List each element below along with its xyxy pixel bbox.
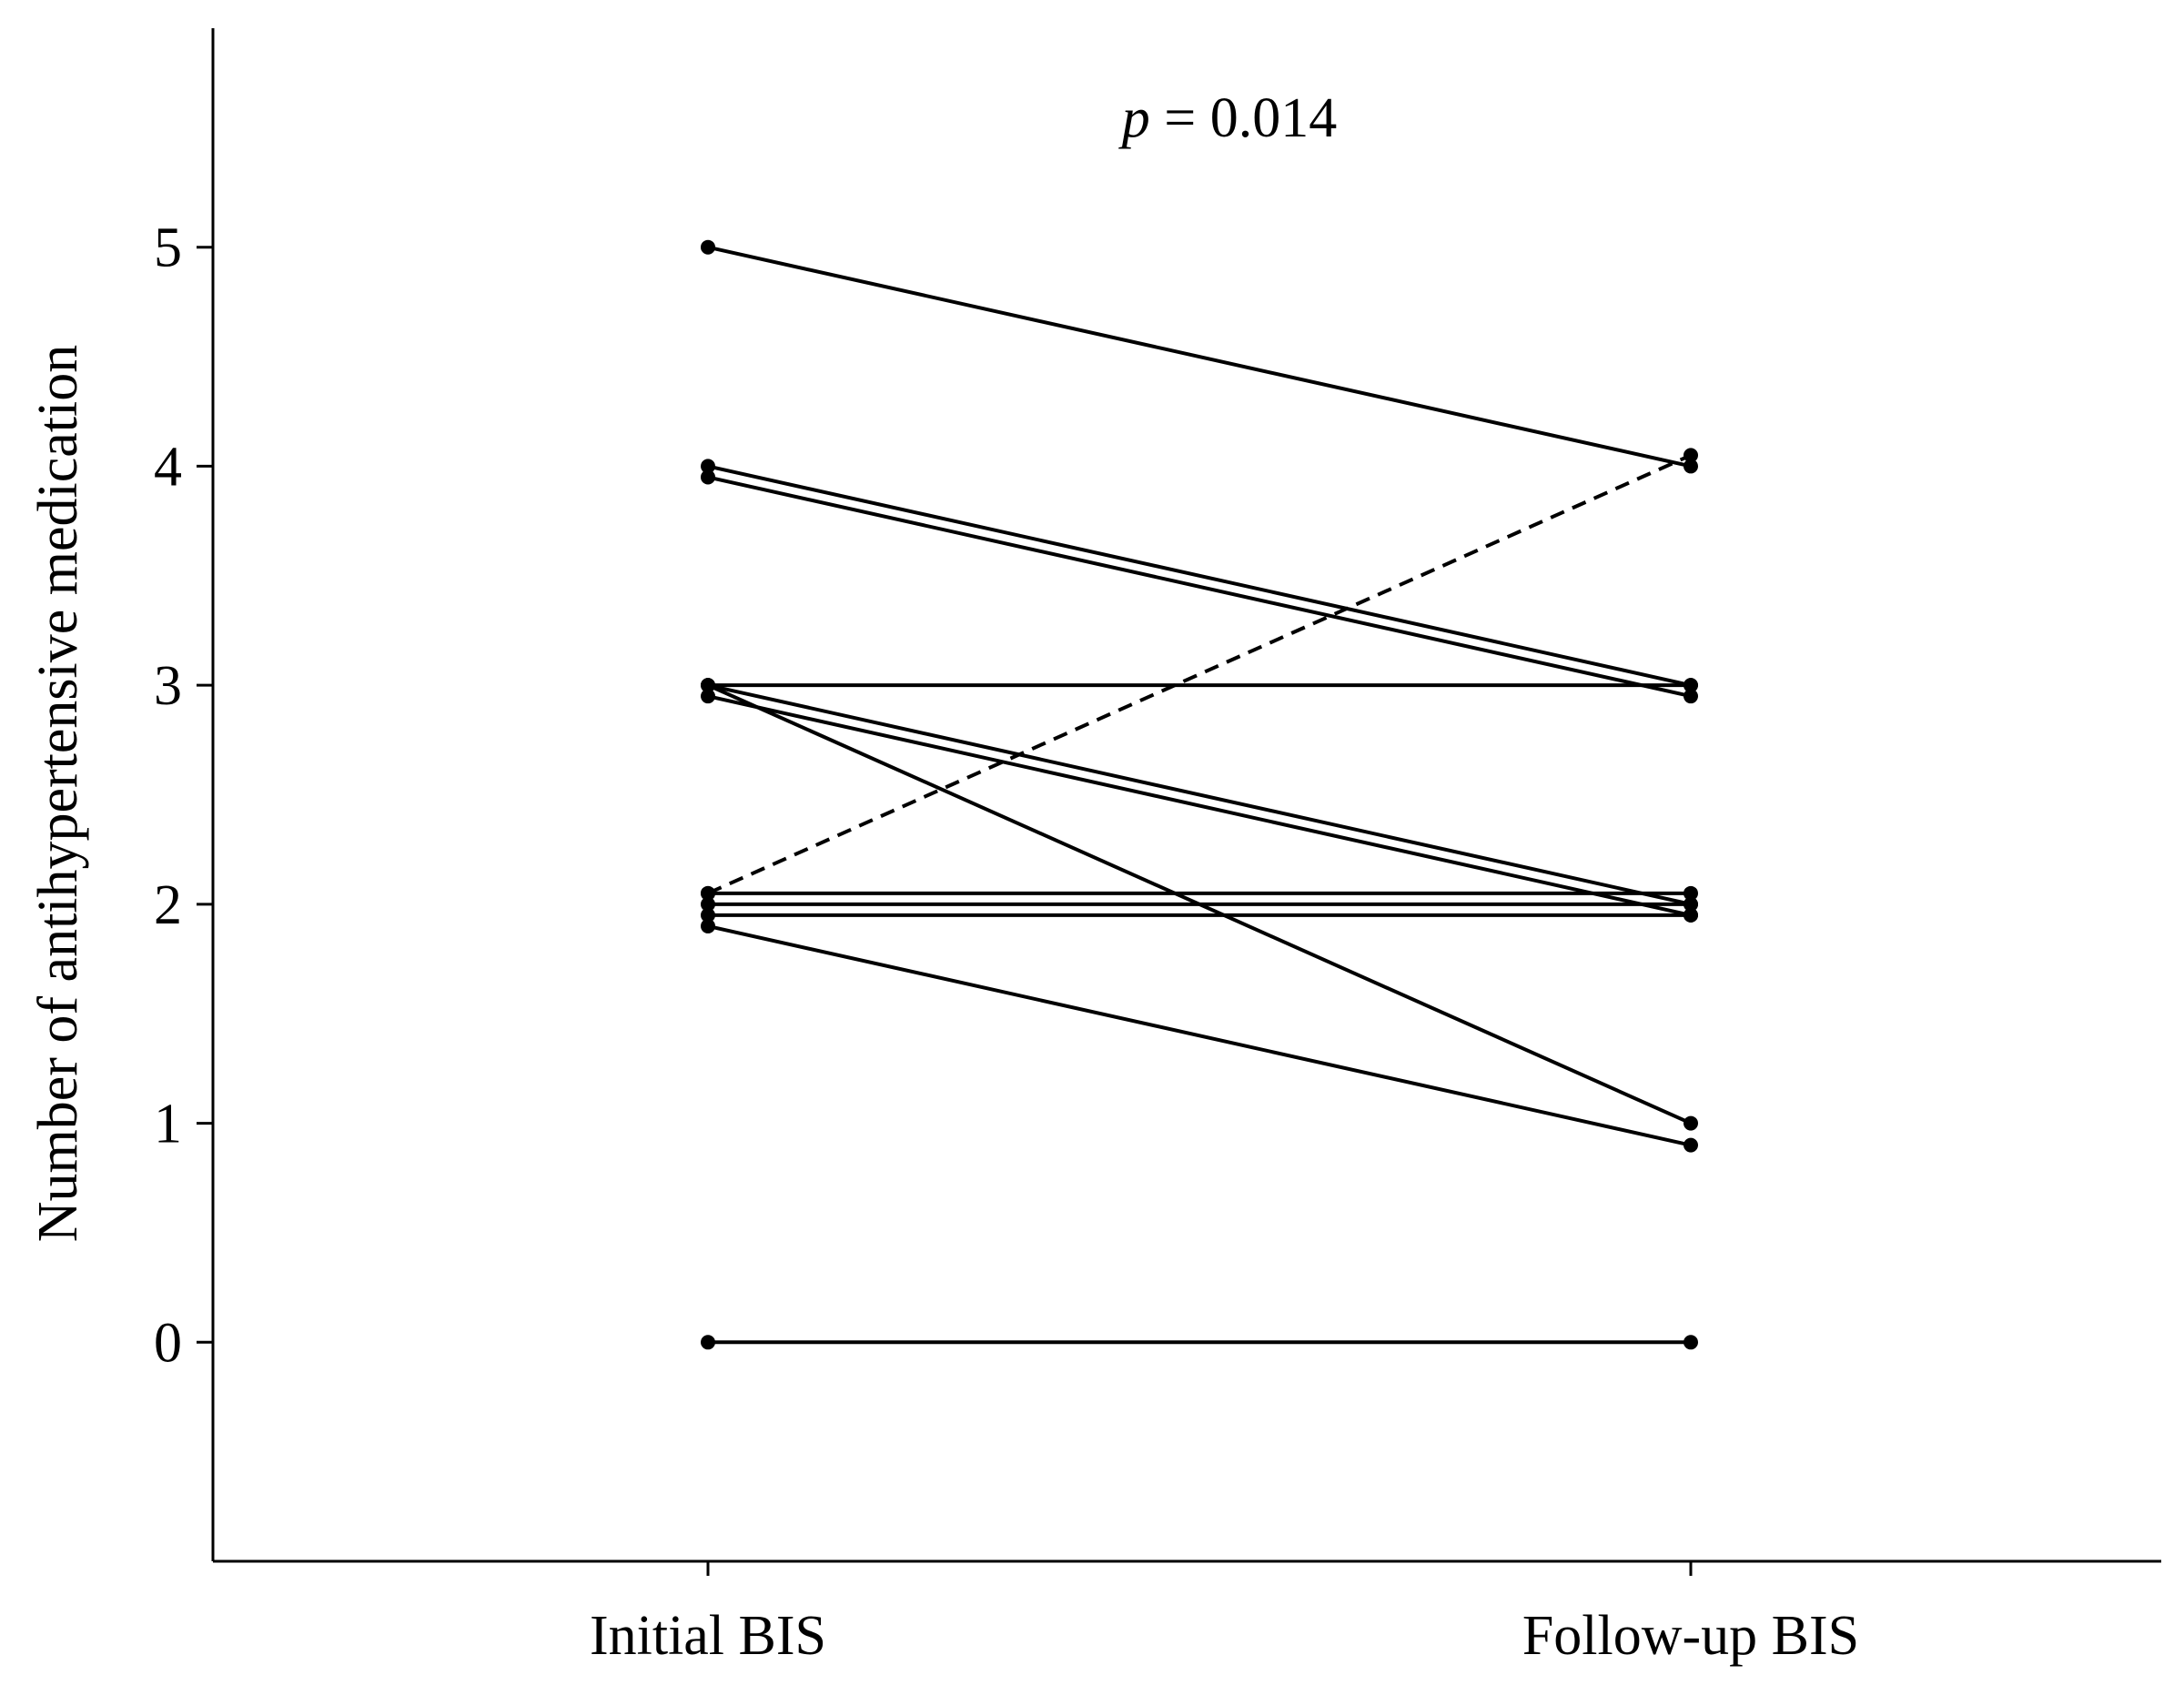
point: [701, 678, 715, 693]
y-tick-label: 0: [154, 1312, 182, 1374]
point: [1684, 689, 1698, 704]
point: [1684, 896, 1698, 912]
annotation-variable: p: [1118, 87, 1150, 149]
series-line: [707, 683, 1692, 906]
point: [701, 918, 715, 933]
annotation: p = 0.014: [1118, 87, 1337, 149]
point: [701, 885, 715, 901]
series-line: [707, 245, 1692, 469]
y-tick-label: 3: [154, 655, 182, 717]
point: [701, 469, 715, 485]
point: [1684, 1335, 1698, 1350]
point: [1684, 459, 1698, 474]
series-line: [707, 464, 1692, 688]
point: [1684, 1115, 1698, 1131]
y-tick-label: 5: [154, 217, 182, 279]
y-tick-label: 4: [154, 436, 182, 498]
point: [701, 459, 715, 474]
y-axis-label: Number of antihypertensive medication: [27, 345, 89, 1243]
point: [701, 239, 715, 255]
point: [1684, 448, 1698, 463]
y-tick-label: 2: [154, 874, 182, 936]
point: [701, 689, 715, 704]
series-line: [707, 694, 1692, 917]
y-tick-label: 1: [154, 1094, 182, 1155]
series-line: [707, 923, 1692, 1147]
x-tick-label: Initial BIS: [590, 1605, 826, 1667]
point: [1684, 885, 1698, 901]
point: [701, 907, 715, 923]
point: [701, 1335, 715, 1350]
x-tick-label: Follow-up BIS: [1522, 1605, 1859, 1667]
point: [1684, 907, 1698, 923]
point: [701, 896, 715, 912]
point: [1684, 1137, 1698, 1153]
annotation-text: = 0.014: [1164, 87, 1337, 149]
series-line: [707, 453, 1692, 895]
series-line: [707, 475, 1692, 699]
point: [1684, 678, 1698, 693]
